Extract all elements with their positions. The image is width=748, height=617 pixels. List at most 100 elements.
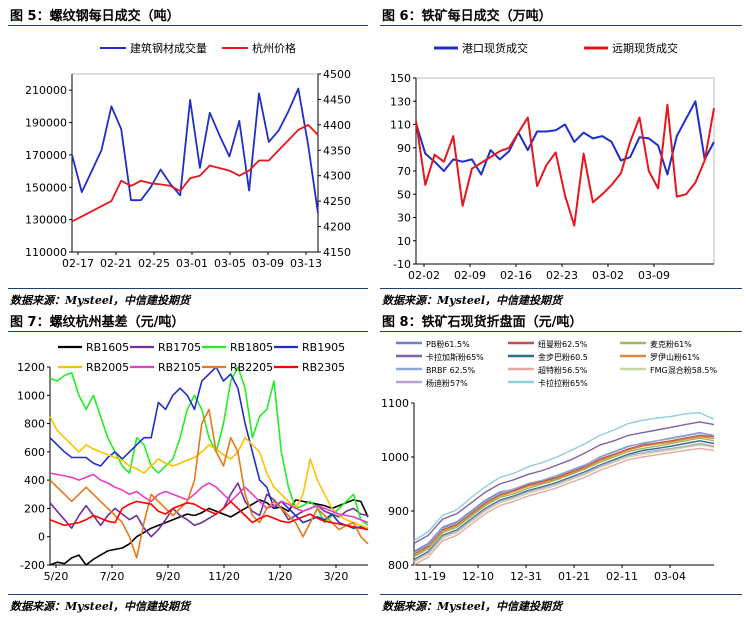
y-tick-label: 30 (397, 212, 411, 225)
y-tick-label: 210000 (25, 84, 67, 97)
legend-label: 杨迪粉57% (426, 378, 468, 388)
x-tick-label: 02-11 (606, 570, 638, 583)
plot-frame (415, 77, 715, 265)
chart-8: 800 900 1000 1100 11-19 12-10 12-31 01-21 02-11 0… (381, 339, 718, 583)
figure-8-title: 图 8：铁矿石现货折盘面（元/吨） (382, 315, 583, 330)
legend-label: BRBF 62.5% (426, 366, 475, 375)
x-tick-label: 12-31 (510, 570, 542, 583)
legend-label: RB2305 (302, 361, 345, 374)
legend-label: PB粉61.5% (426, 339, 470, 349)
x-tick-label: 02-09 (454, 269, 486, 282)
y-tick-label: 170000 (25, 149, 67, 162)
y-right-tick-label: 4200 (323, 221, 351, 234)
series-line (413, 442, 715, 562)
y-tick-label: 1200 (17, 361, 45, 374)
y-tick-label: 800 (388, 559, 409, 572)
y-tick-label: 900 (388, 505, 409, 518)
series-line (49, 408, 369, 559)
series-line (413, 440, 715, 561)
figure-7-title-rule (8, 331, 368, 332)
x-tick-label: 03-01 (176, 257, 208, 270)
series-line (49, 416, 369, 529)
x-tick-label: 5/20 (44, 570, 69, 583)
x-tick-label: 3/20 (324, 570, 349, 583)
series-line (71, 87, 319, 214)
legend-label: RB1905 (302, 341, 345, 354)
legend-label: 金步巴粉60.5 (538, 352, 588, 362)
figure-8-title-rule (380, 331, 742, 332)
figure-5-source: 数据来源：Mysteel，中信建投期货 (10, 294, 191, 307)
legend-label: 罗伊山粉61% (650, 352, 700, 362)
y-right-tick-label: 4350 (323, 144, 351, 157)
series-line (413, 444, 715, 563)
legend-label: 超特粉56.5% (538, 365, 588, 375)
y-tick-label: 0 (38, 531, 45, 544)
series-line (413, 421, 715, 545)
y-tick-label: 400 (24, 474, 45, 487)
figure-8-bottom-rule (380, 594, 742, 595)
y-tick-label: 150000 (25, 181, 67, 194)
y-tick-label: 110 (390, 119, 411, 132)
legend-label: 卡拉加斯粉65% (426, 352, 484, 362)
legend-label: 远期现货成交 (612, 41, 678, 55)
y-tick-label: 50 (397, 188, 411, 201)
y-tick-label: 130 (390, 95, 411, 108)
series-line (49, 499, 369, 566)
legend-label: RB1605 (86, 341, 129, 354)
x-tick-label: 03-09 (638, 269, 670, 282)
x-tick-label: 02-17 (62, 257, 94, 270)
legend-label: 杭州价格 (252, 41, 296, 55)
legend-label: RB1705 (158, 341, 201, 354)
figure-7-bottom-rule (8, 594, 368, 595)
y-tick-label: 110000 (25, 246, 67, 259)
x-tick-label: 11-19 (414, 570, 446, 583)
x-tick-label: 12-10 (462, 570, 494, 583)
legend-label: RB2205 (230, 361, 273, 374)
y-tick-label: 70 (397, 165, 411, 178)
figure-6-source: 数据来源：Mysteel，中信建投期货 (382, 294, 563, 307)
x-tick-label: 02-23 (546, 269, 578, 282)
y-tick-label: 190000 (25, 117, 67, 130)
y-tick-label: 90 (397, 142, 411, 155)
y-tick-label: 130000 (25, 214, 67, 227)
figure-5-title-rule (8, 25, 368, 26)
y-right-tick-label: 4500 (323, 68, 351, 81)
y-tick-label: 200 (24, 502, 45, 515)
figure-6-title: 图 6：铁矿每日成交（万吨） (382, 9, 552, 24)
y-tick-label: 150 (390, 72, 411, 85)
legend-label: FMG混合粉58.5% (650, 365, 718, 375)
y-right-tick-label: 4400 (323, 119, 351, 132)
x-tick-label: 02-02 (408, 269, 440, 282)
x-tick-label: 11/20 (208, 570, 240, 583)
series-line (413, 434, 715, 555)
x-tick-label: 02-21 (100, 257, 132, 270)
y-tick-label: 1000 (381, 451, 409, 464)
series-line (413, 447, 715, 566)
x-tick-label: 01-21 (558, 570, 590, 583)
legend-label: 纽曼粉62.5% (538, 339, 588, 349)
x-tick-label: 03-09 (252, 257, 284, 270)
series-line (49, 500, 369, 531)
y-tick-label: 1100 (381, 397, 409, 410)
y-tick-label: 800 (24, 418, 45, 431)
x-tick-label: 02-16 (500, 269, 532, 282)
series-line (413, 435, 715, 556)
series-line (413, 432, 715, 554)
x-tick-label: 1/20 (268, 570, 293, 583)
legend-label: 麦克粉61% (650, 339, 692, 349)
x-tick-label: 7/20 (100, 570, 125, 583)
legend-label: RB2005 (86, 361, 129, 374)
y-right-tick-label: 4450 (323, 93, 351, 106)
series-line (49, 366, 369, 529)
legend-label: 港口现货成交 (462, 41, 528, 55)
series-line (413, 437, 715, 558)
y-right-tick-label: 4300 (323, 170, 351, 183)
figure-5-bottom-rule (8, 288, 368, 289)
x-tick-label: 03-05 (214, 257, 246, 270)
figure-5-title: 图 5：螺纹钢每日成交（吨） (10, 9, 180, 24)
legend-label: 建筑钢材成交量 (130, 41, 207, 55)
y-tick-label: -200 (20, 559, 45, 572)
figure-6-title-rule (380, 25, 742, 26)
x-tick-label: 9/20 (156, 570, 181, 583)
series-line (49, 482, 369, 538)
